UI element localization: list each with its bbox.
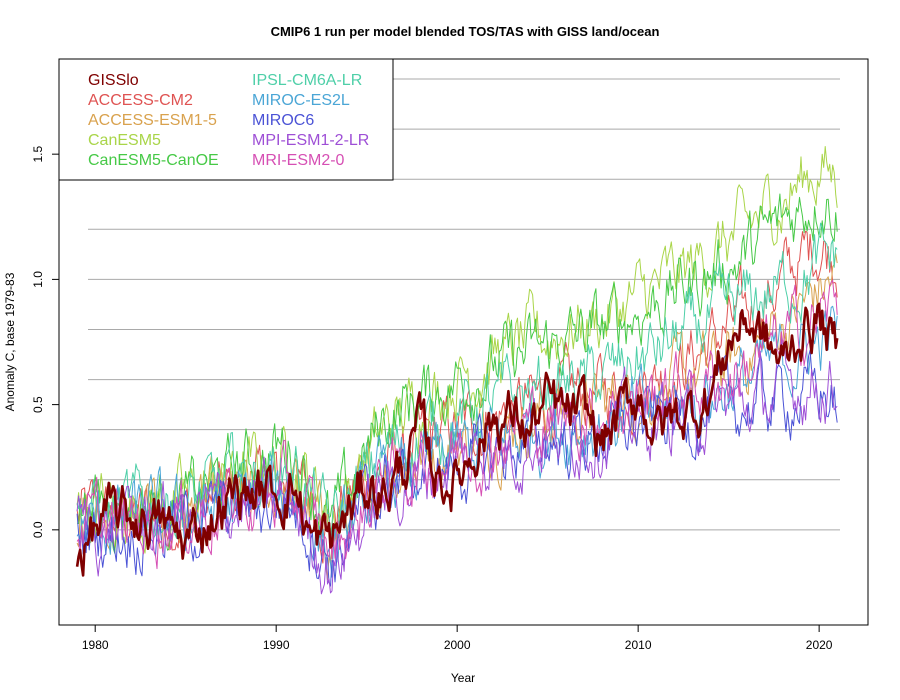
series-group [75,146,839,595]
legend-entry: MIROC-ES2L [252,92,350,109]
plot-frame [58,58,869,626]
legend-entry: ACCESS-ESM1-5 [88,112,217,129]
x-tick-label: 2020 [806,638,833,652]
legend-entry: CanESM5-CanOE [88,152,219,169]
x-tick-label: 1980 [82,638,109,652]
series-line [75,302,839,577]
x-tick-label: 2010 [625,638,652,652]
y-tick-label: 0.5 [31,396,45,413]
x-tick-label: 2000 [444,638,471,652]
y-tick-label: 1.0 [31,271,45,288]
legend-entry: IPSL-CM6A-LR [252,72,362,89]
y-axis-label: Anomaly C, base 1979-83 [3,272,17,411]
x-tick-label: 1990 [263,638,290,652]
series-line [76,222,838,542]
series-line [76,338,838,595]
series-line [76,279,838,570]
legend-box [58,58,394,181]
series-line [76,305,838,578]
legend-entry: ACCESS-CM2 [88,92,193,109]
legend-entry: MIROC6 [252,112,314,129]
legend-entry: MRI-ESM2-0 [252,152,345,169]
series-line [76,146,838,554]
legend-entry: GISSlo [88,72,139,89]
y-axis: 0.0 0.5 1.0 1.5 [31,146,59,538]
legend: GISSlo ACCESS-CM2 ACCESS-ESM1-5 CanESM5 CanE… [58,58,394,181]
y-tick-label: 0.0 [31,521,45,538]
legend-entry: CanESM5 [88,132,161,149]
x-axis: 1980 1990 2000 2010 2020 [82,625,833,652]
chart-title: CMIP6 1 run per model blended TOS/TAS wi… [271,24,660,39]
x-axis-label: Year [451,671,475,685]
legend-entry: MPI-ESM1-2-LR [252,132,369,149]
y-tick-label: 1.5 [31,146,45,163]
